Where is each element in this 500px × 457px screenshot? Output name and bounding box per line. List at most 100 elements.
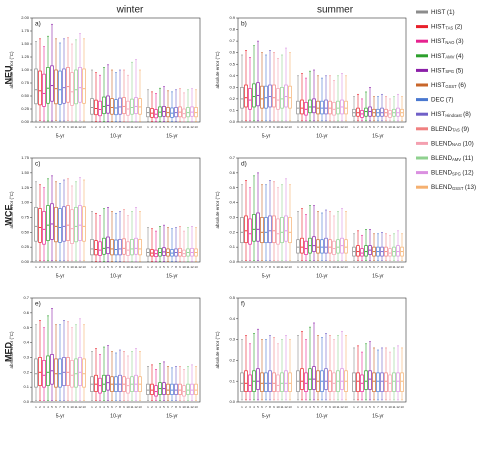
y-tick-label: 0.75	[21, 80, 30, 85]
x-tick-label: 12	[190, 125, 194, 129]
x-tick-label: 5	[107, 125, 109, 129]
x-tick-label: 12	[340, 265, 344, 269]
box	[34, 358, 38, 388]
x-tick-label: 7	[377, 265, 379, 269]
x-group-label: 5-yr	[262, 273, 271, 279]
y-tick-label: 0.1	[229, 378, 235, 383]
x-tick-label: 4	[159, 405, 161, 409]
box	[252, 83, 256, 108]
x-tick-label: 1	[353, 405, 355, 409]
x-tick-label: 10	[70, 405, 74, 409]
box	[364, 107, 368, 117]
y-tick-label: 0.7	[229, 38, 235, 43]
x-tick-label: 4	[365, 265, 367, 269]
x-tick-label: 4	[253, 405, 255, 409]
y-tick-label: 1.25	[21, 54, 30, 59]
x-tick-label: 5	[51, 405, 53, 409]
x-tick-label: 10	[126, 265, 130, 269]
box	[316, 239, 320, 254]
x-tick-label: 2	[151, 125, 153, 129]
x-tick-label: 1	[35, 125, 37, 129]
x-tick-label: 11	[336, 405, 339, 409]
legend-label: BLENDGSST (13)	[431, 184, 476, 191]
y-tick-label: 1.00	[21, 67, 30, 72]
x-tick-label: 5	[163, 405, 165, 409]
x-tick-label: 8	[325, 405, 327, 409]
x-tick-label: 12	[284, 405, 288, 409]
x-tick-label: 7	[377, 405, 379, 409]
x-tick-label: 6	[261, 405, 263, 409]
box	[126, 100, 130, 116]
box	[50, 354, 54, 385]
legend-suffix: (4)	[456, 52, 464, 59]
x-tick-label: 7	[59, 405, 61, 409]
legend-suffix: (8)	[463, 111, 471, 118]
x-tick-label: 11	[336, 265, 339, 269]
x-tick-label: 5	[369, 405, 371, 409]
box	[300, 368, 304, 390]
x-tick-label: 9	[179, 265, 181, 269]
box	[356, 245, 360, 257]
box	[194, 107, 198, 118]
x-tick-label: 1	[241, 125, 243, 129]
legend-name: HIST	[431, 67, 445, 74]
box	[74, 358, 78, 388]
box	[66, 357, 70, 387]
x-tick-label: 8	[269, 265, 271, 269]
box	[240, 372, 244, 392]
box	[360, 248, 364, 257]
box	[70, 209, 74, 244]
legend-subscript: AMV	[445, 55, 454, 60]
y-axis-label: absolute error (°C)	[9, 51, 14, 89]
x-tick-label: 2	[151, 265, 153, 269]
x-tick-label: 11	[186, 265, 189, 269]
x-tick-label: 8	[381, 125, 383, 129]
x-tick-label: 13	[82, 265, 86, 269]
x-tick-label: 11	[130, 125, 133, 129]
box	[400, 372, 404, 392]
legend-suffix: (10)	[463, 140, 474, 147]
x-tick-label: 7	[115, 405, 117, 409]
x-tick-label: 6	[167, 265, 169, 269]
x-tick-label: 9	[67, 125, 69, 129]
box	[70, 72, 74, 106]
x-tick-label: 12	[340, 125, 344, 129]
box	[78, 357, 82, 387]
x-tick-label: 13	[194, 125, 198, 129]
box	[316, 100, 320, 115]
y-tick-label: 0.2	[23, 369, 29, 374]
x-tick-label: 12	[78, 265, 82, 269]
y-axis-label: absolute error (°C)	[215, 191, 220, 229]
box	[170, 383, 174, 395]
x-tick-label: 2	[95, 125, 97, 129]
box	[118, 374, 122, 392]
box	[106, 236, 110, 255]
y-tick-label: 0.50	[21, 229, 30, 234]
x-tick-label: 8	[119, 125, 121, 129]
box	[134, 237, 138, 255]
x-group-label: 15-yr	[166, 413, 178, 419]
box	[380, 107, 384, 117]
x-tick-label: 11	[280, 405, 283, 409]
legend-label: BLENDAMV (11)	[431, 155, 473, 162]
x-tick-label: 2	[95, 265, 97, 269]
x-tick-label: 10	[70, 265, 74, 269]
box	[94, 240, 98, 256]
x-tick-label: 1	[353, 125, 355, 129]
x-tick-label: 1	[297, 405, 299, 409]
column-title: summer	[317, 5, 354, 16]
box	[304, 372, 308, 392]
box	[54, 206, 58, 243]
x-tick-label: 11	[130, 265, 133, 269]
legend-suffix: (2)	[455, 23, 463, 30]
x-tick-label: 4	[159, 125, 161, 129]
x-tick-label: 10	[182, 405, 186, 409]
y-tick-label: 0.0	[229, 119, 235, 124]
x-group-label: 5-yr	[56, 133, 65, 139]
box	[320, 100, 324, 115]
box	[186, 383, 190, 395]
x-tick-label: 5	[163, 265, 165, 269]
x-tick-label: 10	[126, 405, 130, 409]
box	[150, 383, 154, 395]
legend-name: BLEND	[431, 155, 452, 162]
